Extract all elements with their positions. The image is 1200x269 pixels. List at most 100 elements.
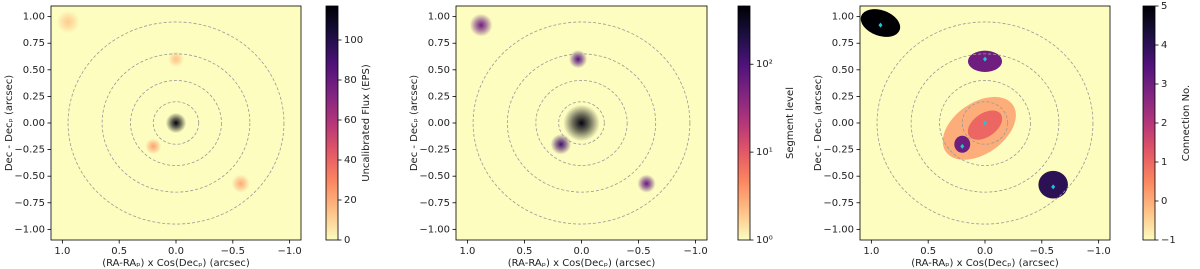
colorbar — [325, 5, 339, 241]
y-tick-label: 0.00 — [428, 118, 450, 129]
y-tick-label: −0.25 — [14, 145, 45, 156]
colorbar-tick-label: −1 — [1161, 235, 1176, 246]
y-tick-label: −0.75 — [823, 198, 854, 209]
y-tick-label: 0.25 — [23, 91, 45, 102]
source-blob — [469, 13, 493, 37]
colorbar-tick-label: 4 — [1161, 40, 1167, 51]
x-axis-label: (RA-RAₚ) x Cos(Decₚ) (arcsec) — [508, 258, 656, 269]
y-tick-label: −1.00 — [14, 224, 45, 235]
x-tick-label: 1.0 — [459, 246, 475, 257]
x-tick-label: 0.5 — [517, 246, 533, 257]
colorbar-tick-label: 80 — [344, 75, 357, 86]
source-blob — [145, 138, 162, 155]
center-marker — [983, 56, 987, 62]
y-tick-label: 0.00 — [832, 118, 854, 129]
colorbar-label: Segment level — [785, 87, 796, 159]
colorbar-tick-label: 3 — [1161, 79, 1167, 90]
x-axis-label: (RA-RAₚ) x Cos(Decₚ) (arcsec) — [911, 258, 1059, 269]
y-tick-label: −0.75 — [14, 198, 45, 209]
x-tick-label: −0.5 — [626, 246, 650, 257]
y-tick-label: 0.75 — [832, 38, 854, 49]
image — [860, 9, 1094, 225]
x-tick-label: −0.5 — [1030, 246, 1054, 257]
panel: 1.0 0.5 0.0 −0.5 −1.0 −1.00 −0.75 −0.50 −0.25 0.0… — [813, 1, 1192, 269]
colorbar-tick-label: 100 — [344, 35, 363, 46]
colorbar-tick-label: 10¹ — [756, 147, 773, 158]
ring — [961, 101, 1009, 145]
y-tick-label: 0.75 — [428, 38, 450, 49]
y-axis-label: Dec - Decₚ (arcsec) — [813, 75, 824, 171]
ring — [472, 21, 691, 225]
colorbar-tick-label: 60 — [344, 115, 357, 126]
y-tick-label: 0.75 — [23, 38, 45, 49]
y-tick-label: 0.50 — [23, 65, 45, 76]
x-tick-label: −1.0 — [1086, 246, 1110, 257]
source-blob — [168, 51, 184, 68]
y-axis-label: Dec - Decₚ (arcsec) — [4, 75, 15, 171]
y-tick-label: 0.25 — [428, 91, 450, 102]
y-tick-label: −0.25 — [823, 145, 854, 156]
x-axis-label: (RA-RAₚ) x Cos(Decₚ) (arcsec) — [102, 258, 250, 269]
ring — [939, 80, 1031, 166]
source-blob — [231, 174, 250, 193]
y-tick-label: 1.00 — [428, 12, 450, 23]
ring — [558, 101, 605, 145]
colorbar-tick-label: 10⁰ — [756, 235, 773, 246]
y-tick-label: 0.50 — [832, 65, 854, 76]
x-tick-label: −0.5 — [221, 246, 245, 257]
colorbar-tick-label: 40 — [344, 155, 357, 166]
x-tick-label: 1.0 — [863, 246, 879, 257]
colorbar-tick-label: 5 — [1161, 1, 1167, 12]
y-axis-label: Dec - Decₚ (arcsec) — [409, 75, 420, 171]
y-tick-label: −0.50 — [823, 171, 854, 182]
colorbar-label: Connection No. — [1181, 85, 1192, 161]
ring — [101, 53, 251, 193]
source-blob — [568, 50, 588, 69]
center-marker — [960, 143, 965, 149]
ring — [910, 53, 1060, 193]
source-blob — [563, 104, 600, 142]
y-tick-label: 0.50 — [428, 65, 450, 76]
x-tick-label: −1.0 — [277, 246, 301, 257]
x-tick-label: 0.0 — [977, 246, 993, 257]
colorbar — [737, 5, 751, 241]
ring — [535, 80, 628, 166]
x-tick-label: −1.0 — [683, 246, 707, 257]
colorbar-tick-label: 0 — [344, 235, 350, 246]
y-tick-label: −0.50 — [419, 171, 450, 182]
y-tick-label: −0.25 — [419, 145, 450, 156]
x-tick-label: 0.5 — [111, 246, 127, 257]
ring — [67, 21, 285, 225]
y-tick-label: −1.00 — [419, 224, 450, 235]
ring — [130, 80, 222, 166]
source-blob — [165, 112, 187, 134]
x-tick-label: 0.5 — [920, 246, 936, 257]
center-marker — [878, 22, 883, 28]
image — [56, 10, 285, 225]
y-tick-label: −0.50 — [14, 171, 45, 182]
center-marker — [983, 120, 987, 126]
colorbar-tick-label: 2 — [1161, 118, 1167, 129]
colorbar-tick-label: 1 — [1161, 157, 1167, 168]
y-tick-label: −1.00 — [823, 224, 854, 235]
ring — [876, 21, 1094, 225]
center-marker — [1051, 184, 1056, 190]
y-tick-label: 1.00 — [23, 12, 45, 23]
colorbar-tick-label: 0 — [1161, 196, 1167, 207]
source-blob — [550, 134, 572, 155]
ring — [506, 53, 657, 193]
source-blob — [56, 10, 80, 34]
x-tick-label: 0.0 — [574, 246, 590, 257]
source-blob — [637, 174, 656, 193]
y-tick-label: 0.25 — [832, 91, 854, 102]
y-tick-label: 0.00 — [23, 118, 45, 129]
y-tick-label: 1.00 — [832, 12, 854, 23]
colorbar — [1142, 5, 1156, 241]
colorbar-label: Uncalibrated Flux (EPS) — [361, 64, 372, 182]
x-tick-label: 0.0 — [168, 246, 184, 257]
ring — [152, 101, 200, 145]
image — [469, 13, 691, 225]
x-tick-label: 1.0 — [54, 246, 70, 257]
panel: 1.0 0.5 0.0 −0.5 −1.0 −1.00 −0.75 −0.50 −0.25 0.0… — [4, 5, 372, 269]
